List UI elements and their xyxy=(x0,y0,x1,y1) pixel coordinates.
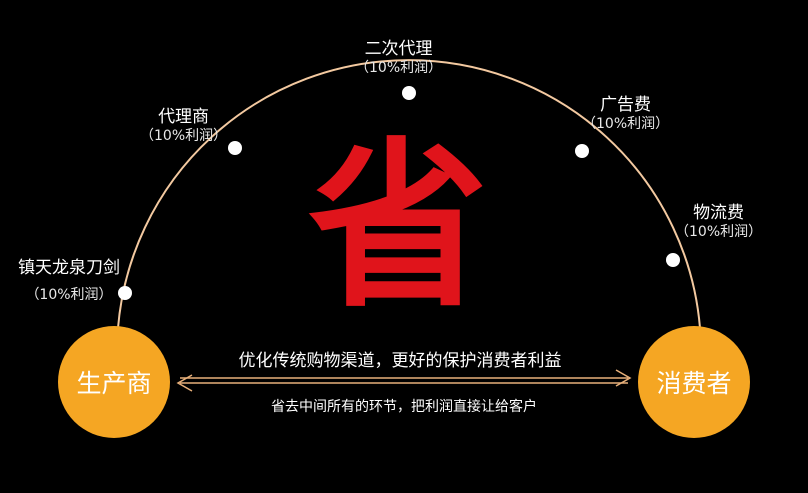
save-character: 省 xyxy=(307,123,488,332)
arc-node-dot xyxy=(228,141,242,155)
producer-circle: 生产商 xyxy=(58,326,170,438)
node-profit: （10%利润） xyxy=(675,223,763,240)
node-name: 广告费 xyxy=(600,95,652,115)
headline-message: 优化传统购物渠道，更好的保护消费者利益 xyxy=(238,351,562,371)
node-label-brand: 镇天龙泉刀剑 （10%利润） xyxy=(18,258,120,303)
arc-node-dot xyxy=(666,253,680,267)
node-profit: （10%利润） xyxy=(355,59,443,76)
node-label-agent: 代理商 （10%利润） xyxy=(140,107,228,144)
node-label-logistics: 物流费 （10%利润） xyxy=(675,203,763,240)
consumer-label: 消费者 xyxy=(656,369,732,398)
node-name: 代理商 xyxy=(158,107,210,127)
node-label-sub-agent: 二次代理 （10%利润） xyxy=(355,39,443,76)
arc-node-dot xyxy=(118,286,132,300)
node-name: 物流费 xyxy=(693,203,745,223)
node-name: 二次代理 xyxy=(364,39,433,59)
node-label-ad-fee: 广告费 （10%利润） xyxy=(582,95,670,132)
arc-node-dot xyxy=(575,144,589,158)
flow-arrow xyxy=(176,369,632,392)
node-profit: （10%利润） xyxy=(140,127,228,144)
consumer-circle: 消费者 xyxy=(638,326,750,438)
node-name: 镇天龙泉刀剑 xyxy=(18,258,120,278)
node-profit: （10%利润） xyxy=(25,286,113,303)
sub-message: 省去中间所有的环节，把利润直接让给客户 xyxy=(271,399,537,415)
arc-node-dot xyxy=(402,86,416,100)
profit-arc xyxy=(117,59,701,329)
node-profit: （10%利润） xyxy=(582,115,670,132)
producer-label: 生产商 xyxy=(76,369,152,398)
